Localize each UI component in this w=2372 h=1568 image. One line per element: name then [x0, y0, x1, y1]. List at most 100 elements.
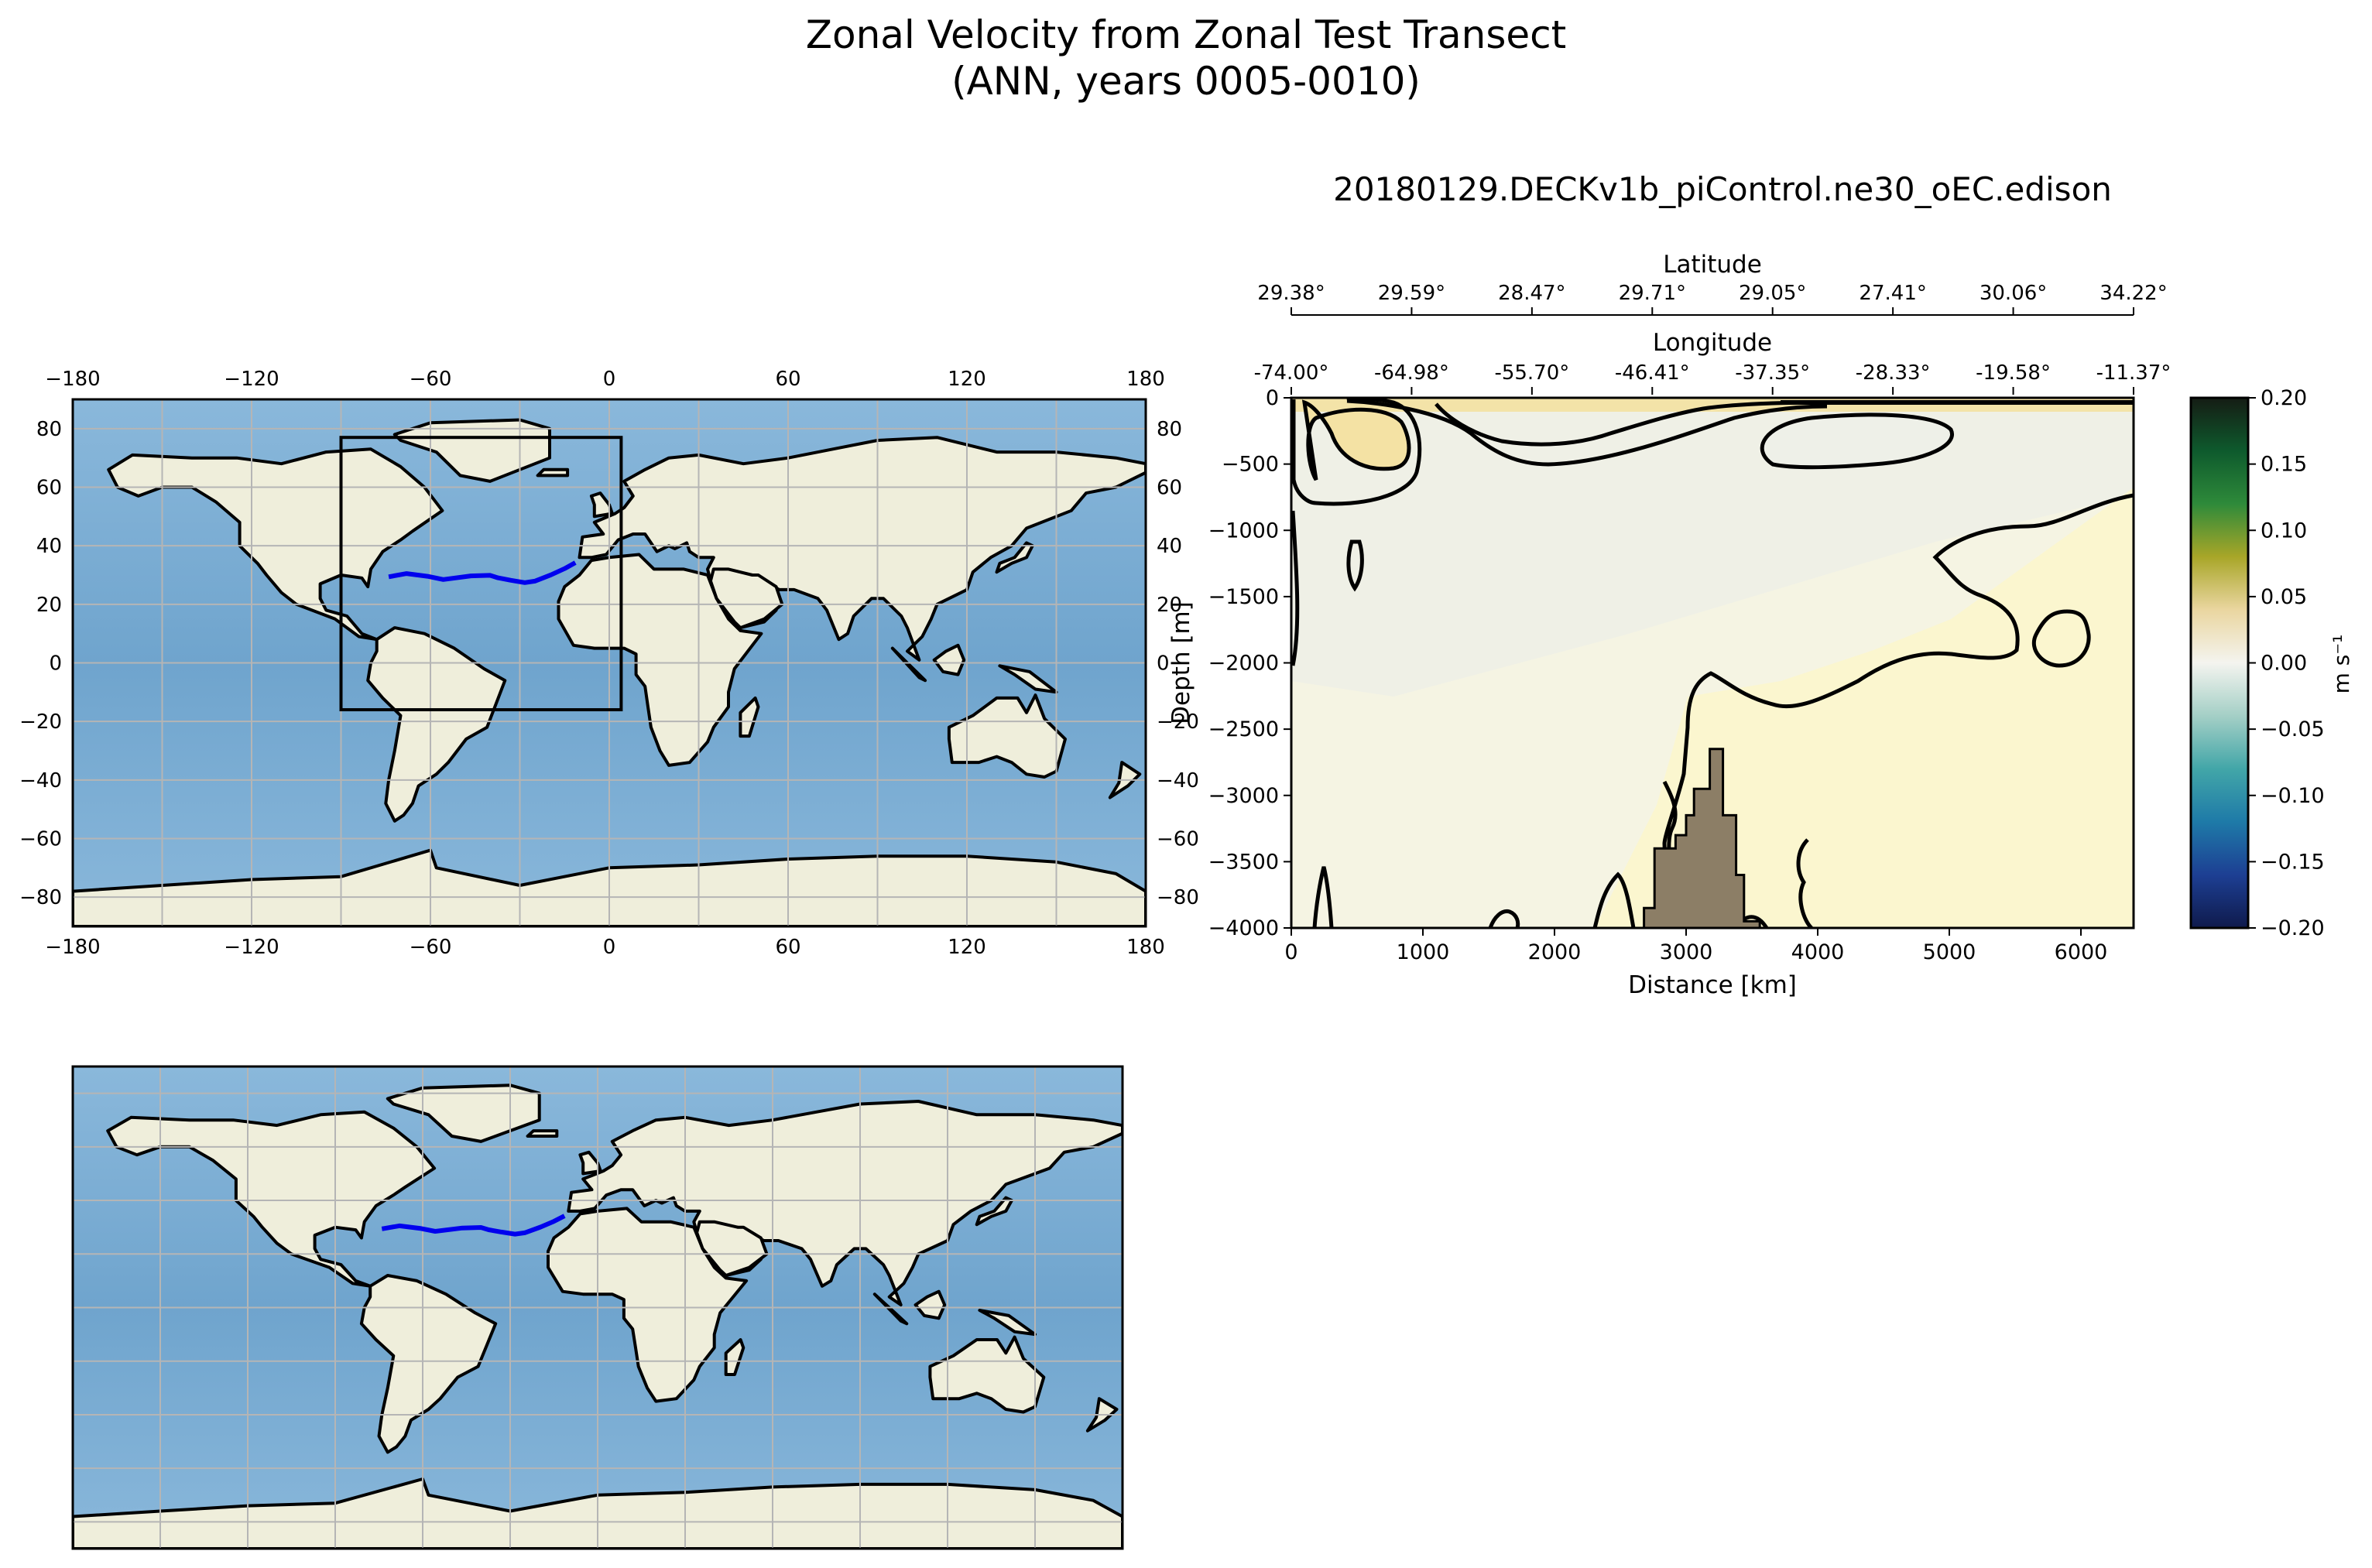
- land-polygon: [359, 1274, 498, 1454]
- latitude-tick-label: 29.38°: [1257, 282, 1325, 305]
- longitude-tick-label: -28.33°: [1856, 361, 1931, 385]
- lon-tick-label: 0: [603, 368, 616, 391]
- latitude-tick-label: 29.05°: [1739, 282, 1806, 305]
- land-polygon: [708, 567, 784, 630]
- bathymetry-fill: [1643, 748, 1761, 928]
- lat-tick-label: 60: [1157, 477, 1182, 500]
- land-polygon: [978, 1309, 1037, 1337]
- land-polygon: [975, 1196, 1013, 1227]
- lon-tick-label: −180: [45, 936, 100, 959]
- longitude-tick-label: -64.98°: [1374, 361, 1449, 385]
- longitude-tick-label: -19.58°: [1976, 361, 2051, 385]
- colorbar-label: m s⁻¹: [2329, 635, 2354, 694]
- figure-title-line-1: Zonal Velocity from Zonal Test Transect: [805, 12, 1567, 57]
- x-axis-label: Distance [km]: [1628, 971, 1797, 999]
- land-polygon: [107, 447, 444, 642]
- lon-tick-label: 60: [775, 936, 800, 959]
- longitude-axis-label: Longitude: [1653, 329, 1772, 357]
- transect-line: [388, 560, 577, 585]
- section-plot: 0 1000 2000 3000 4000 5000 6000 0 −500 −1000 −1500…: [1167, 251, 2171, 999]
- colorbar-gradient: [2189, 396, 2250, 930]
- x-tick-label: 6000: [2055, 940, 2108, 964]
- land-polygon: [526, 1129, 559, 1138]
- contour-line: [1301, 399, 1411, 481]
- land-polygon: [366, 626, 507, 823]
- land-polygon: [567, 1100, 1123, 1306]
- y-tick-label: −500: [1222, 453, 1279, 477]
- world-map-bottom: [71, 1065, 1124, 1550]
- colorbar-tick-label: −0.10: [2261, 784, 2325, 808]
- colorbar-ticks: 0.20 0.15 0.10 0.05 0.00 −0.05 −0.10 −0.15 −0.20: [2248, 386, 2325, 940]
- lat-tick-label: −60: [19, 828, 62, 851]
- land-polygon: [872, 1292, 909, 1326]
- contour-line: [1312, 866, 1334, 928]
- lat-tick-label: −80: [1157, 886, 1199, 909]
- lon-tick-label: −60: [410, 368, 452, 391]
- lat-tick-label: −60: [1157, 828, 1199, 851]
- longitude-tick-label: -46.41°: [1615, 361, 1690, 385]
- x-tick-label: 4000: [1791, 940, 1845, 964]
- section-axes: 0 1000 2000 3000 4000 5000 6000 0 −500 −1000 −1500…: [1167, 251, 2171, 999]
- x-tick-label: 0: [1284, 940, 1297, 964]
- lon-tick-label: −180: [45, 368, 100, 391]
- y-tick-label: −2500: [1208, 717, 1279, 741]
- region-box: [339, 436, 623, 712]
- lat-tick-label: 20: [36, 594, 62, 617]
- lat-tick-label: 0: [49, 652, 62, 676]
- longitude-tick-label: -74.00°: [1254, 361, 1329, 385]
- figure-title-line-2: (ANN, years 0005-0010): [951, 59, 1421, 104]
- longitude-tick-label: -55.70°: [1494, 361, 1569, 385]
- lat-tick-label: 40: [1157, 535, 1182, 558]
- latitude-tick-label: 29.59°: [1378, 282, 1445, 305]
- lat-tick-label: −20: [1157, 710, 1199, 734]
- lat-tick-label: 60: [36, 477, 62, 500]
- lon-tick-label: 120: [948, 368, 986, 391]
- colorbar-tick-label: 0.10: [2261, 519, 2307, 543]
- y-tick-label: −4000: [1208, 916, 1279, 940]
- colorbar-tick-label: −0.05: [2261, 717, 2325, 741]
- lat-tick-label: −20: [19, 710, 62, 734]
- land-polygon: [913, 1289, 947, 1320]
- lon-tick-label: 0: [603, 936, 616, 959]
- y-tick-label: −1000: [1208, 519, 1279, 543]
- latitude-tick-label: 30.06°: [1980, 282, 2047, 305]
- lat-tick-label: 0: [1157, 652, 1170, 676]
- section-title: 20180129.DECKv1b_piControl.ne30_oEC.edis…: [1333, 170, 2112, 208]
- lat-tick-label: −40: [1157, 769, 1199, 793]
- map-gridlines: [73, 1066, 1123, 1549]
- field-region-weak-negative: [1291, 398, 2134, 697]
- latitude-tick-label: 29.71°: [1619, 282, 1686, 305]
- contour-line: [1346, 539, 1364, 592]
- contour-line: [1488, 909, 1520, 928]
- lon-tick-label: 180: [1126, 368, 1165, 391]
- x-tick-label: 3000: [1660, 940, 1713, 964]
- contour-line: [1592, 871, 1636, 928]
- map-frame: [71, 1065, 1124, 1550]
- y-axis-label: Depth [m]: [1167, 601, 1195, 724]
- x-tick-label: 5000: [1923, 940, 1976, 964]
- world-map-top: −180 −180 −120 −120 −60 −60 0 0 60 60 120 120 180 180…: [19, 368, 1199, 959]
- lon-tick-label: 180: [1126, 936, 1165, 959]
- land-polygon: [578, 436, 1146, 662]
- land-polygon: [998, 664, 1058, 694]
- longitude-tick-label: -11.37°: [2096, 361, 2171, 385]
- lon-tick-label: 120: [948, 936, 986, 959]
- colorbar: 0.20 0.15 0.10 0.05 0.00 −0.05 −0.10 −0.15 −0.20…: [2189, 386, 2354, 940]
- lat-tick-label: 80: [1157, 418, 1182, 441]
- contour-line: [1435, 400, 1828, 447]
- x-tick-label: 1000: [1397, 940, 1450, 964]
- latitude-axis-label: Latitude: [1663, 251, 1762, 279]
- lon-tick-label: −120: [224, 936, 279, 959]
- latitude-tick-label: 28.47°: [1498, 282, 1565, 305]
- land-polygon: [932, 643, 966, 676]
- lat-tick-label: 20: [1157, 594, 1182, 617]
- latitude-tick-label: 34.22°: [2099, 282, 2167, 305]
- land-polygon: [578, 1150, 602, 1176]
- colorbar-tick-label: −0.15: [2261, 850, 2325, 874]
- y-tick-label: −3500: [1208, 850, 1279, 874]
- contour-line: [1346, 399, 1828, 467]
- map-gridlines: [73, 399, 1146, 926]
- land-polygon: [106, 1110, 437, 1288]
- land-polygon: [890, 646, 927, 683]
